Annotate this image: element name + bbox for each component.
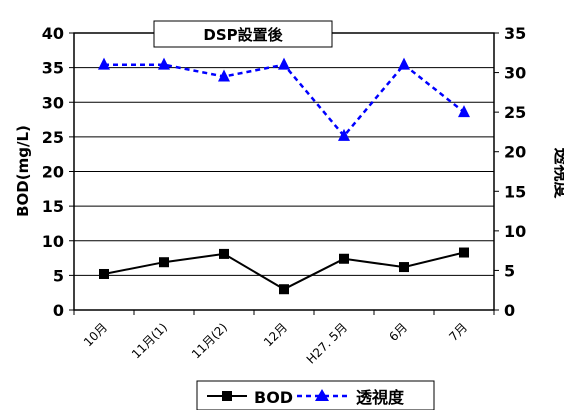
data-point	[99, 268, 109, 279]
y-tick-label-left: 5	[53, 266, 64, 285]
legend-transparency-label: 透視度	[356, 388, 405, 407]
y-tick-label-right: 35	[504, 24, 526, 43]
y-tick-label-right: 10	[504, 222, 526, 241]
data-point	[399, 262, 409, 273]
data-point	[458, 105, 470, 118]
data-point	[218, 69, 230, 82]
data-point	[279, 284, 289, 295]
y-tick-label-right: 25	[504, 103, 526, 122]
x-tick-label: 12月	[261, 320, 290, 349]
data-point	[158, 57, 170, 70]
y-tick-label-left: 25	[42, 128, 64, 147]
y-tick-label-right: 0	[504, 301, 515, 320]
chart-title-box	[153, 20, 333, 48]
y-tick-label-left: 35	[42, 59, 64, 78]
data-point	[459, 247, 469, 258]
x-tick-label: 7月	[446, 320, 470, 344]
y-tick-label-left: 20	[42, 163, 64, 182]
x-tick-label: H27. 5月	[304, 320, 350, 366]
y-tick-label-left: 30	[42, 93, 64, 112]
legend: BOD 透視度	[196, 380, 435, 410]
x-tick-label: 11月(2)	[189, 320, 230, 361]
chart-title: DSP設置後	[203, 26, 283, 44]
series-layer	[98, 57, 470, 295]
data-point	[339, 253, 349, 264]
legend-bod-label: BOD	[254, 388, 293, 407]
legend-bod-marker	[222, 391, 232, 401]
data-point	[159, 257, 169, 268]
data-point	[219, 248, 229, 259]
y-tick-label-right: 5	[504, 261, 515, 280]
grid-layer	[74, 67, 494, 276]
y-tick-label-left: 15	[42, 197, 64, 216]
y-axis-label-left: BOD(mg/L)	[14, 125, 32, 217]
y-tick-label-right: 15	[504, 182, 526, 201]
x-tick-label: 11月(1)	[129, 320, 170, 361]
y-axis-label-right: 透視度	[551, 148, 564, 200]
x-tick-label: 6月	[386, 320, 410, 344]
y-tick-label-left: 0	[53, 301, 64, 320]
x-tick-label: 10月	[81, 320, 110, 349]
y-tick-label-left: 10	[42, 232, 64, 251]
legend-transparency-marker	[315, 389, 329, 401]
data-point	[278, 57, 290, 70]
y-tick-label-left: 40	[42, 24, 64, 43]
data-point	[98, 57, 110, 70]
data-point	[338, 128, 350, 141]
data-point	[398, 57, 410, 70]
y-tick-label-right: 30	[504, 64, 526, 83]
y-tick-label-right: 20	[504, 143, 526, 162]
